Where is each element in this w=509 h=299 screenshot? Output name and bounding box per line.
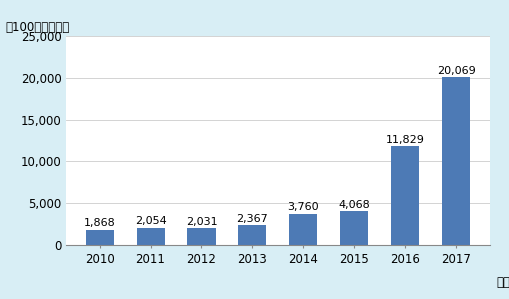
Text: 20,069: 20,069	[436, 66, 475, 76]
Bar	[289, 214, 317, 245]
Text: 3,760: 3,760	[287, 202, 319, 212]
Text: 11,829: 11,829	[385, 135, 424, 145]
Text: （100万リンギ）: （100万リンギ）	[5, 21, 69, 34]
Bar	[441, 77, 469, 245]
Bar	[390, 146, 418, 245]
Text: 4,068: 4,068	[338, 200, 370, 210]
Text: 2,367: 2,367	[236, 214, 268, 224]
Text: 2,031: 2,031	[185, 217, 217, 227]
Text: （年）: （年）	[496, 276, 509, 289]
Bar	[136, 228, 164, 245]
Text: 1,868: 1,868	[83, 218, 115, 228]
Bar	[238, 225, 266, 245]
Bar	[187, 228, 215, 245]
Text: 2,054: 2,054	[134, 216, 166, 226]
Bar	[340, 211, 367, 245]
Bar	[86, 230, 114, 245]
